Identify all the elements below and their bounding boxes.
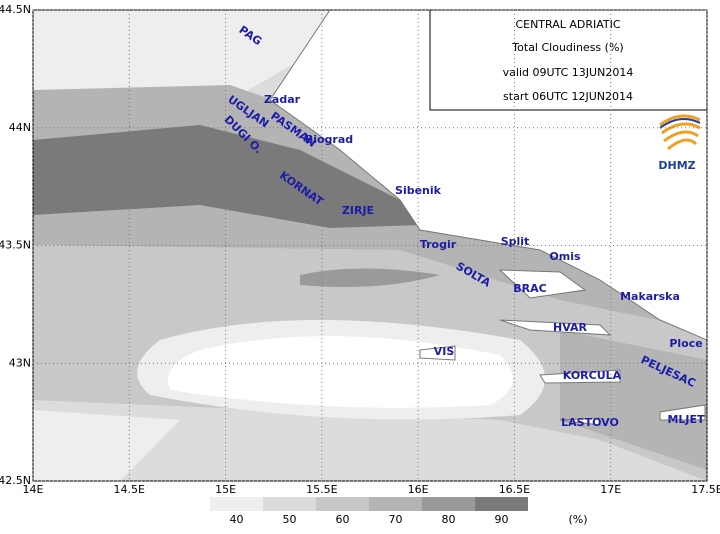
x-tick-label: 16.5E bbox=[499, 483, 530, 496]
place-label: ZIRJE bbox=[342, 204, 374, 217]
y-tick-label: 44N bbox=[9, 121, 31, 134]
y-tick-label: 44.5N bbox=[0, 3, 31, 16]
info-box bbox=[429, 9, 708, 111]
place-label: MLJET bbox=[667, 413, 705, 426]
y-tick-label: 43.5N bbox=[0, 239, 31, 252]
place-label: Split bbox=[501, 235, 530, 248]
legend-label: 40 bbox=[230, 513, 244, 526]
x-tick-label: 14E bbox=[23, 483, 44, 496]
place-label: Zadar bbox=[264, 93, 301, 106]
place-label: BRAC bbox=[513, 282, 546, 295]
logo bbox=[659, 114, 701, 151]
x-tick-label: 17.5E bbox=[691, 483, 720, 496]
place-label: VIS bbox=[434, 345, 455, 358]
x-tick-label: 17E bbox=[600, 483, 621, 496]
place-label: HVAR bbox=[553, 321, 587, 334]
x-tick-label: 15E bbox=[215, 483, 236, 496]
header-line: start 06UTC 12JUN2014 bbox=[503, 90, 633, 103]
header-line: Total Cloudiness (%) bbox=[511, 41, 623, 54]
place-label: Biograd bbox=[305, 133, 353, 146]
place-label: KORCULA bbox=[563, 369, 622, 382]
place-label: Sibenik bbox=[395, 184, 442, 197]
x-tick-label: 14.5E bbox=[114, 483, 145, 496]
legend-swatch bbox=[422, 497, 475, 511]
legend-swatch bbox=[263, 497, 316, 511]
place-label: Omis bbox=[549, 250, 581, 263]
header-line: CENTRAL ADRIATIC bbox=[515, 18, 620, 31]
x-tick-label: 15.5E bbox=[306, 483, 337, 496]
legend-swatch bbox=[210, 497, 263, 511]
legend-label: 50 bbox=[283, 513, 297, 526]
legend-swatch bbox=[475, 497, 528, 511]
y-tick-label: 43N bbox=[9, 356, 31, 369]
legend-swatch bbox=[316, 497, 369, 511]
place-label: Trogir bbox=[420, 238, 457, 251]
place-label: Ploce bbox=[669, 337, 702, 350]
legend-label: 80 bbox=[442, 513, 456, 526]
legend-label: 90 bbox=[495, 513, 509, 526]
x-tick-label: 16E bbox=[408, 483, 429, 496]
legend-label: 60 bbox=[336, 513, 350, 526]
legend-unit: (%) bbox=[568, 513, 587, 526]
legend-swatch bbox=[369, 497, 422, 511]
place-label: Makarska bbox=[620, 290, 680, 303]
logo-text: DHMZ bbox=[658, 159, 695, 172]
place-label: LASTOVO bbox=[561, 416, 619, 429]
header-line: valid 09UTC 13JUN2014 bbox=[503, 66, 634, 79]
legend-label: 70 bbox=[389, 513, 403, 526]
y-tick-label: 42.5N bbox=[0, 474, 31, 487]
